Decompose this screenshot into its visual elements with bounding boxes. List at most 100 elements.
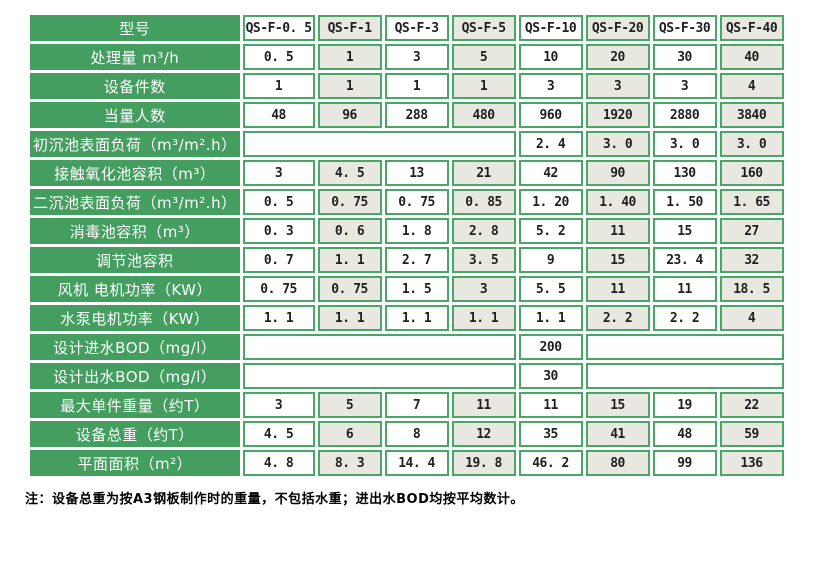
row-label-cell: 初沉池表面负荷（m³/m².h） [30, 131, 240, 157]
value-cell: 22 [719, 392, 784, 418]
value-cell: 11 [518, 392, 583, 418]
value-cell: 0. 5 [242, 189, 315, 215]
header-label-cell: 型号 [30, 15, 240, 41]
table-row: 调节池容积 0. 7 1. 1 2. 7 3. 5 9 15 23. 4 32 [30, 247, 784, 273]
value-cell: 1. 40 [585, 189, 650, 215]
table-row: 平面面积（m²） 4. 8 8. 3 14. 4 19. 8 46. 2 80 99 136 [30, 450, 784, 476]
value-cell: 0. 7 [242, 247, 315, 273]
merged-value-cell [242, 363, 516, 389]
value-cell: 48 [652, 421, 717, 447]
merged-value-cell [585, 334, 784, 360]
value-cell: 1. 8 [384, 218, 449, 244]
value-cell: 160 [719, 160, 784, 186]
value-cell: 10 [518, 44, 583, 70]
model-header-cell: QS-F-5 [451, 15, 516, 41]
table-row: 处理量 m³/h 0. 5 1 3 5 10 20 30 40 [30, 44, 784, 70]
value-cell: 0. 85 [451, 189, 516, 215]
row-label-cell: 平面面积（m²） [30, 450, 240, 476]
value-cell: 1 [451, 73, 516, 99]
value-cell: 1 [384, 73, 449, 99]
value-cell: 1. 1 [518, 305, 583, 331]
row-label-cell: 设计出水BOD（mg/l） [30, 363, 240, 389]
value-cell: 1 [317, 73, 382, 99]
value-cell: 1. 20 [518, 189, 583, 215]
value-cell: 2. 4 [518, 131, 583, 157]
model-header-cell: QS-F-0. 5 [242, 15, 315, 41]
table-row: 设备总重（约T） 4. 5 6 8 12 35 41 48 59 [30, 421, 784, 447]
value-cell: 1. 50 [652, 189, 717, 215]
table-row: 设计进水BOD（mg/l） 200 [30, 334, 784, 360]
value-cell: 4 [719, 73, 784, 99]
value-cell: 15 [652, 218, 717, 244]
value-cell: 7 [384, 392, 449, 418]
value-cell: 4. 8 [242, 450, 315, 476]
table-row: 消毒池容积（m³） 0. 3 0. 6 1. 8 2. 8 5. 2 11 15 27 [30, 218, 784, 244]
value-cell: 3 [384, 44, 449, 70]
row-label-cell: 消毒池容积（m³） [30, 218, 240, 244]
table-row: 设备件数 1 1 1 1 3 3 3 4 [30, 73, 784, 99]
value-cell: 3 [242, 392, 315, 418]
value-cell: 1. 1 [451, 305, 516, 331]
value-cell: 19. 8 [451, 450, 516, 476]
value-cell: 30 [518, 363, 583, 389]
value-cell: 3 [518, 73, 583, 99]
value-cell: 0. 75 [242, 276, 315, 302]
value-cell: 35 [518, 421, 583, 447]
row-label-cell: 接触氧化池容积（m³） [30, 160, 240, 186]
value-cell: 3. 0 [585, 131, 650, 157]
value-cell: 3 [585, 73, 650, 99]
model-header-cell: QS-F-10 [518, 15, 583, 41]
value-cell: 96 [317, 102, 382, 128]
row-label-cell: 设备总重（约T） [30, 421, 240, 447]
value-cell: 2. 8 [451, 218, 516, 244]
table-row: 风机 电机功率（KW） 0. 75 0. 75 1. 5 3 5. 5 11 11 18. 5 [30, 276, 784, 302]
value-cell: 46. 2 [518, 450, 583, 476]
table-row: 初沉池表面负荷（m³/m².h） 2. 4 3. 0 3. 0 3. 0 [30, 131, 784, 157]
spec-table: 型号 QS-F-0. 5 QS-F-1 QS-F-3 QS-F-5 QS-F-10 QS-… [27, 12, 787, 479]
row-label-cell: 水泵电机功率（KW） [30, 305, 240, 331]
value-cell: 1. 1 [242, 305, 315, 331]
value-cell: 3. 0 [652, 131, 717, 157]
value-cell: 1. 1 [384, 305, 449, 331]
model-header-cell: QS-F-3 [384, 15, 449, 41]
merged-value-cell [242, 131, 516, 157]
value-cell: 80 [585, 450, 650, 476]
value-cell: 1. 5 [384, 276, 449, 302]
value-cell: 2. 7 [384, 247, 449, 273]
value-cell: 41 [585, 421, 650, 447]
value-cell: 5 [317, 392, 382, 418]
value-cell: 5. 5 [518, 276, 583, 302]
header-row: 型号 QS-F-0. 5 QS-F-1 QS-F-3 QS-F-5 QS-F-10 QS-… [30, 15, 784, 41]
value-cell: 3. 0 [719, 131, 784, 157]
value-cell: 8. 3 [317, 450, 382, 476]
value-cell: 3. 5 [451, 247, 516, 273]
model-header-cell: QS-F-30 [652, 15, 717, 41]
row-label-cell: 设备件数 [30, 73, 240, 99]
value-cell: 0. 75 [384, 189, 449, 215]
row-label-cell: 设计进水BOD（mg/l） [30, 334, 240, 360]
value-cell: 3 [451, 276, 516, 302]
table-row: 二沉池表面负荷（m³/m².h） 0. 5 0. 75 0. 75 0. 85 1. 20… [30, 189, 784, 215]
value-cell: 20 [585, 44, 650, 70]
model-header-cell: QS-F-40 [719, 15, 784, 41]
table-row: 接触氧化池容积（m³） 3 4. 5 13 21 42 90 130 160 [30, 160, 784, 186]
row-label-cell: 调节池容积 [30, 247, 240, 273]
value-cell: 27 [719, 218, 784, 244]
row-label-cell: 最大单件重量（约T） [30, 392, 240, 418]
value-cell: 11 [652, 276, 717, 302]
value-cell: 0. 6 [317, 218, 382, 244]
value-cell: 4. 5 [242, 421, 315, 447]
value-cell: 90 [585, 160, 650, 186]
value-cell: 0. 75 [317, 276, 382, 302]
table-row: 当量人数 48 96 288 480 960 1920 2880 3840 [30, 102, 784, 128]
merged-value-cell [242, 334, 516, 360]
value-cell: 11 [585, 276, 650, 302]
value-cell: 1920 [585, 102, 650, 128]
row-label-cell: 二沉池表面负荷（m³/m².h） [30, 189, 240, 215]
footnote: 注：设备总重为按A3钢板制作时的重量，不包括水重；进出水BOD均按平均数计。 [25, 492, 524, 507]
row-label-cell: 当量人数 [30, 102, 240, 128]
value-cell: 4. 5 [317, 160, 382, 186]
page: 型号 QS-F-0. 5 QS-F-1 QS-F-3 QS-F-5 QS-F-10 QS-… [0, 12, 815, 585]
value-cell: 3840 [719, 102, 784, 128]
value-cell: 1. 1 [317, 305, 382, 331]
